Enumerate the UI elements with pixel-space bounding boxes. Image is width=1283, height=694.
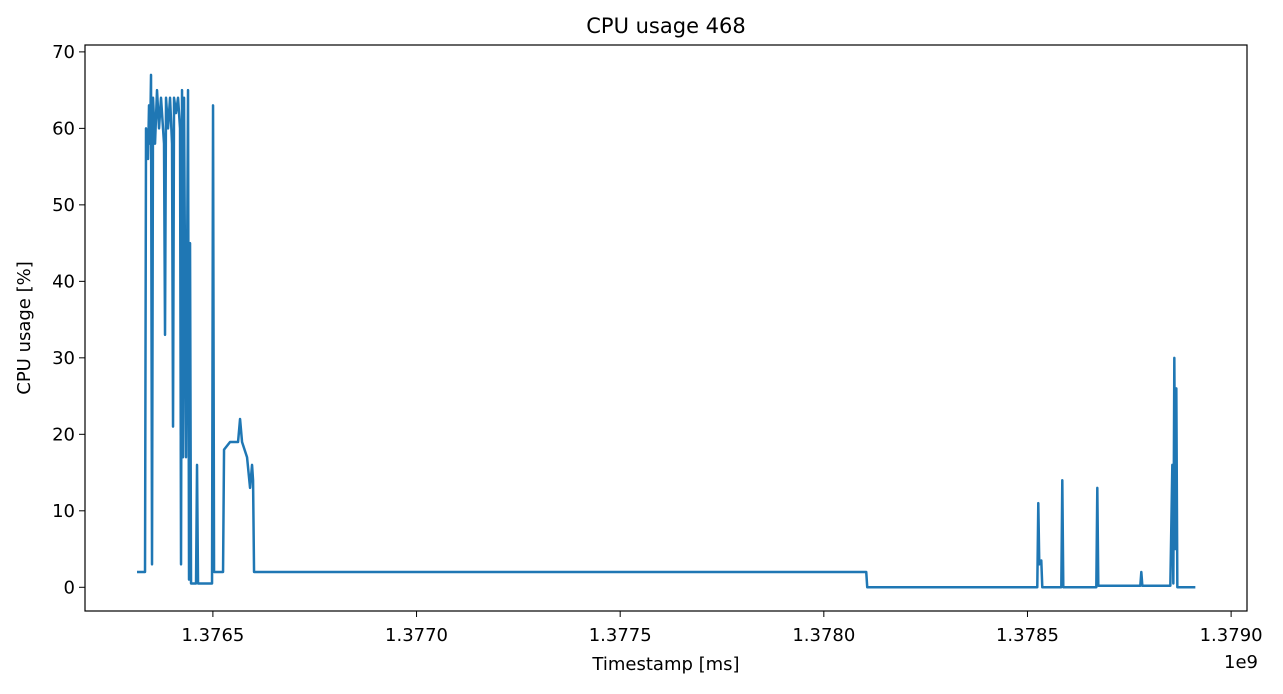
y-tick-label: 60 <box>52 118 75 139</box>
x-tick-label: 1.3770 <box>385 625 448 646</box>
x-tick-label: 1.3785 <box>996 625 1059 646</box>
y-tick-label: 40 <box>52 271 75 292</box>
x-tick-label: 1.3790 <box>1200 625 1263 646</box>
x-axis-label: Timestamp [ms] <box>591 654 739 675</box>
x-tick-label: 1.3765 <box>181 625 244 646</box>
y-tick-label: 10 <box>52 501 75 522</box>
y-axis-label: CPU usage [%] <box>14 261 35 395</box>
y-tick-label: 30 <box>52 348 75 369</box>
y-tick-label: 20 <box>52 424 75 445</box>
data-line <box>137 73 1196 589</box>
x-tick-label: 1.3775 <box>589 625 652 646</box>
x-tick-label: 1.3780 <box>792 625 855 646</box>
chart-title: CPU usage 468 <box>586 14 746 38</box>
x-offset-label: 1e9 <box>1224 652 1258 673</box>
y-tick-label: 70 <box>52 42 75 63</box>
y-tick-label: 0 <box>64 577 75 598</box>
y-tick-label: 50 <box>52 195 75 216</box>
plot-frame <box>84 44 1248 612</box>
